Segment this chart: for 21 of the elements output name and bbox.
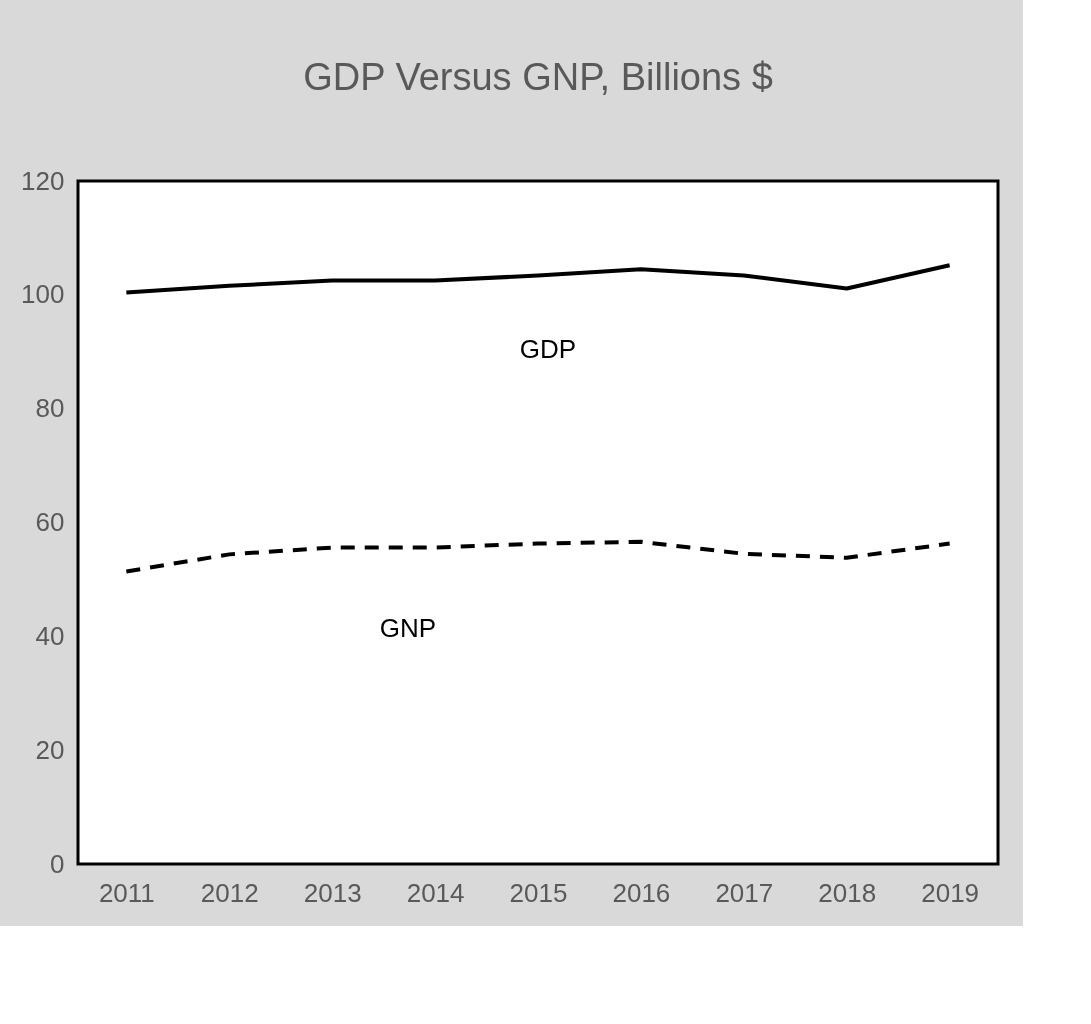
y-tick-label: 120 [21, 165, 65, 196]
x-tick-label: 2015 [509, 877, 568, 908]
y-tick-label: 80 [35, 393, 65, 424]
line-series [124, 539, 952, 574]
text: GNP [379, 612, 437, 643]
x-tick-label: 2016 [612, 877, 671, 908]
x-tick-label: 2018 [818, 877, 877, 908]
y-tick-label: 100 [21, 279, 65, 310]
x-tick-label: 2017 [715, 877, 774, 908]
text: GDP [519, 334, 577, 365]
x-tick-label: 2019 [921, 877, 980, 908]
line-series [124, 263, 952, 295]
chart-title: GDP Versus GNP, Billions $ [303, 56, 773, 98]
x-tick-label: 2013 [303, 877, 362, 908]
x-tick-label: 2014 [406, 877, 465, 908]
y-tick-label: 20 [35, 734, 65, 765]
y-tick-label: 0 [50, 848, 65, 879]
y-tick-label: 60 [35, 507, 65, 537]
x-tick-label: 2011 [98, 877, 155, 908]
x-tick-label: 2012 [200, 877, 259, 908]
y-tick-label: 40 [35, 620, 65, 651]
